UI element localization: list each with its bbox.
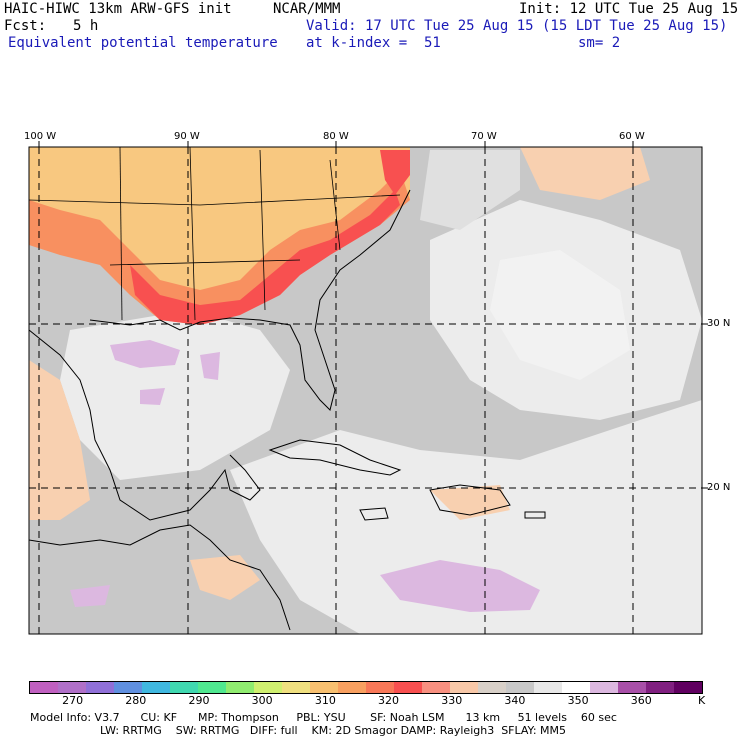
coastline-central-america [29, 524, 291, 631]
colorbar-tick-label: 360 [630, 694, 652, 707]
colorbar-swatch [478, 682, 506, 693]
state-border-3 [189, 147, 196, 321]
colorbar-tick-label: 310 [314, 694, 336, 707]
lat-label-20n: 20 N [707, 482, 731, 493]
us-hot-band [29, 170, 410, 325]
forecast-hours: 5 h [73, 18, 99, 34]
coastline-gulf [29, 329, 261, 521]
east-coast-hot [380, 150, 410, 195]
coastline-puerto-rico [524, 511, 546, 519]
model-title: HAIC-HIWC 13km ARW-GFS init [4, 1, 232, 17]
org-label: NCAR/MMM [273, 1, 341, 17]
colorbar-swatch [226, 682, 254, 693]
atlantic-north-light [420, 150, 520, 230]
level-index: at k-index = 51 [306, 35, 441, 51]
colorbar-tick-label: 330 [441, 694, 463, 707]
colorbar-swatch [58, 682, 86, 693]
colorbar-swatch [394, 682, 422, 693]
colorbar-tick-label: 290 [188, 694, 210, 707]
state-border-2 [29, 194, 401, 206]
colorbar-tick-label: 340 [504, 694, 526, 707]
atlantic-light-patch [490, 250, 630, 380]
colorbar [29, 681, 703, 694]
state-border-1 [119, 147, 123, 321]
valid-time: Valid: 17 UTC Tue 25 Aug 15 (15 LDT Tue … [306, 18, 728, 34]
colorbar-unit: K [698, 694, 706, 707]
colorbar-tick-label: 350 [567, 694, 589, 707]
lilac-patch-gulf-3 [200, 352, 220, 380]
colorbar-swatch [534, 682, 562, 693]
peach-patch-north [520, 147, 650, 200]
forecast-label: Fcst: [4, 18, 47, 34]
colorbar-swatch [142, 682, 170, 693]
colorbar-swatch [422, 682, 450, 693]
colorbar-swatch [310, 682, 338, 693]
colorbar-swatch [338, 682, 366, 693]
lilac-patch-caribbean [380, 560, 540, 612]
colorbar-swatch [254, 682, 282, 693]
coastline-hispaniola [429, 484, 511, 516]
colorbar-tick-label: 320 [378, 694, 400, 707]
lon-label-80w: 80 W [323, 131, 349, 142]
colorbar-swatch [590, 682, 618, 693]
peach-patch-hispaniola [430, 485, 510, 520]
colorbar-swatch [562, 682, 590, 693]
lon-label-60w: 60 W [619, 131, 645, 142]
lon-label-90w: 90 W [174, 131, 200, 142]
coastline-cuba [268, 439, 402, 476]
colorbar-swatch [618, 682, 646, 693]
init-time: Init: 12 UTC Tue 25 Aug 15 [519, 1, 739, 17]
smoothing-value: sm= 2 [578, 35, 621, 51]
lon-label-100w: 100 W [24, 131, 57, 142]
map-frame [28, 146, 703, 635]
colorbar-swatch [506, 682, 534, 693]
state-border-5 [109, 259, 301, 266]
colorbar-swatch [198, 682, 226, 693]
colorbar-swatch [450, 682, 478, 693]
colorbar-swatch [114, 682, 142, 693]
lilac-patch-gulf-2 [140, 388, 165, 405]
coastline-us-gulf [89, 189, 411, 411]
lat-label-30n: 30 N [707, 318, 731, 329]
peach-patch-honduras [190, 555, 260, 600]
peach-patch-mexico [29, 360, 90, 520]
lilac-patch-pacific [70, 585, 110, 607]
field-name: Equivalent potential temperature [8, 35, 278, 51]
colorbar-tick-label: 280 [125, 694, 147, 707]
colorbar-tick-label: 300 [251, 694, 273, 707]
colorbar-swatch [366, 682, 394, 693]
colorbar-swatch [674, 682, 702, 693]
lon-label-70w: 70 W [471, 131, 497, 142]
colorbar-swatch [646, 682, 674, 693]
colorbar-swatch [86, 682, 114, 693]
model-info-line1: Model Info: V3.7 CU: KF MP: Thompson PBL… [30, 711, 617, 724]
colorbar-swatch [282, 682, 310, 693]
colorbar-swatch [170, 682, 198, 693]
coastline-jamaica [359, 507, 389, 521]
state-border-4 [259, 149, 266, 311]
lilac-patch-gulf [110, 340, 180, 368]
colorbar-tick-label: 270 [62, 694, 84, 707]
model-info-line2: LW: RRTMG SW: RRTMG DIFF: full KM: 2D Sm… [100, 724, 566, 737]
colorbar-swatch [30, 682, 58, 693]
state-border-6 [329, 159, 341, 251]
